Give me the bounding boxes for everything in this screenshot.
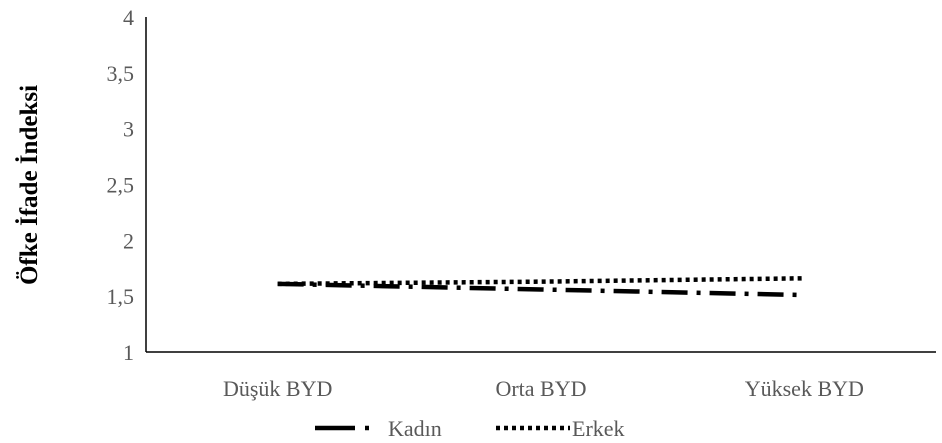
x-tick-label: Düşük BYD [223,376,332,401]
y-axis-label: Öfke İfade İndeksi [15,85,43,285]
y-tick-label: 2,5 [107,173,135,198]
y-tick-label: 2 [123,228,134,253]
y-tick-label: 3,5 [107,61,135,86]
x-tick-label: Yüksek BYD [745,376,864,401]
y-tick-labels: 1 1,5 2 2,5 3 3,5 4 [107,5,135,365]
series-lines [277,276,805,298]
legend-label-erkek: Erkek [572,416,625,441]
y-tick-label: 1 [123,340,134,365]
legend: Kadın Erkek [315,416,625,441]
y-tick-label: 1,5 [107,284,135,309]
series-line-erkek [277,276,805,287]
legend-label-kadın: Kadın [388,416,442,441]
y-tick-label: 3 [123,117,134,142]
series-line-kadın [277,281,805,298]
x-tick-label: Orta BYD [495,376,586,401]
x-tick-labels: Düşük BYD Orta BYD Yüksek BYD [223,376,864,401]
y-tick-label: 4 [123,5,134,30]
